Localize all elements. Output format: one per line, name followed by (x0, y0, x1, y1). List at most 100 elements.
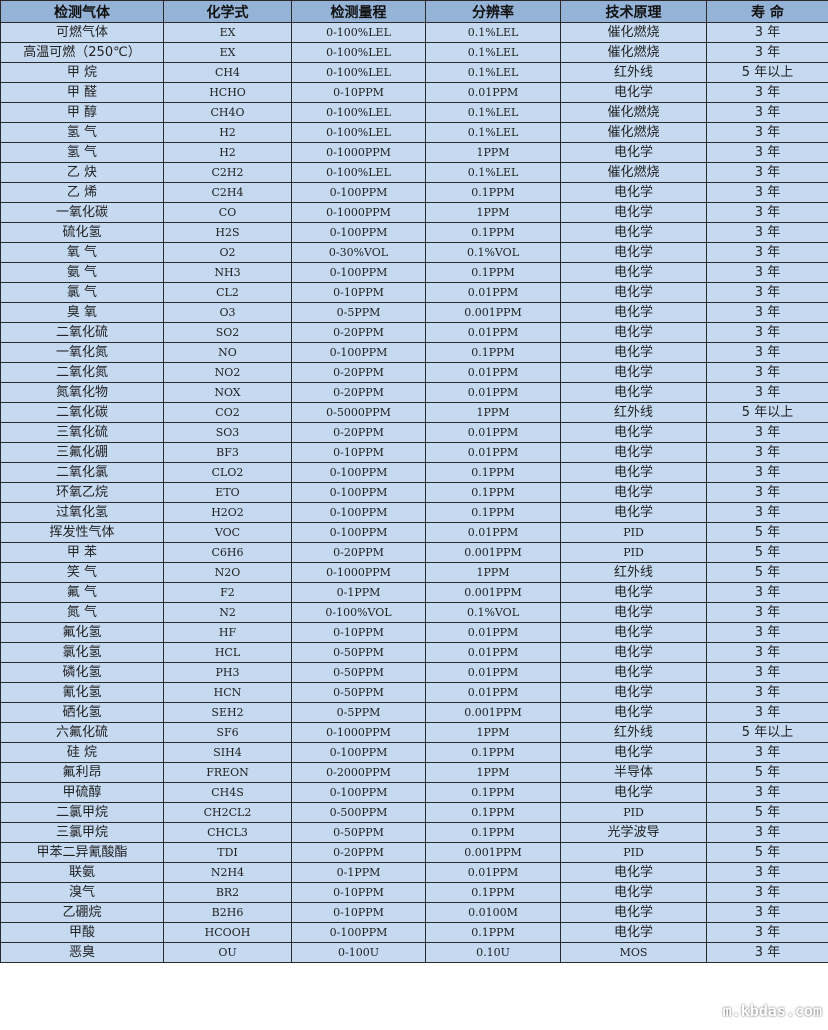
column-principle-cell: 催化燃烧 (560, 122, 707, 143)
column-principle-cell: 电化学 (560, 882, 707, 903)
column-formula-cell: CLO2 (163, 462, 292, 483)
column-gas-cell: 三氧化硫 (0, 422, 164, 443)
column-range-cell: 0-20PPM (291, 842, 426, 863)
column-lifetime-cell: 3 年 (706, 642, 828, 663)
column-formula-cell: SF6 (163, 722, 292, 743)
column-formula-cell: SEH2 (163, 702, 292, 723)
column-range-cell: 0-10PPM (291, 902, 426, 923)
column-resolution-cell: 0.1%LEL (425, 162, 561, 183)
column-range-cell: 0-100PPM (291, 222, 426, 243)
column-lifetime-cell: 3 年 (706, 122, 828, 143)
column-resolution-cell: 0.1PPM (425, 822, 561, 843)
column-range-cell: 0-1PPM (291, 862, 426, 883)
column-formula-cell: NO2 (163, 362, 292, 383)
column-lifetime-cell: 3 年 (706, 102, 828, 123)
column-formula-cell: CL2 (163, 282, 292, 303)
column-principle-cell: 电化学 (560, 322, 707, 343)
column-range-cell: 0-100%LEL (291, 102, 426, 123)
column-range-cell: 0-20PPM (291, 542, 426, 563)
column-resolution-cell: 0.10U (425, 942, 561, 963)
column-range-cell: 0-10PPM (291, 282, 426, 303)
column-lifetime-cell: 3 年 (706, 242, 828, 263)
column-resolution-header: 分辨率 (425, 0, 561, 23)
column-principle-cell: 电化学 (560, 862, 707, 883)
column-resolution-cell: 0.01PPM (425, 662, 561, 683)
column-formula-cell: ETO (163, 482, 292, 503)
column-lifetime-cell: 3 年 (706, 202, 828, 223)
column-principle-cell: 电化学 (560, 282, 707, 303)
table-row: 三氯甲烷 CHCL3 0-50PPM 0.1PPM 光学波导 3 年 (0, 822, 828, 843)
table-row: 过氧化氢 H2O2 0-100PPM 0.1PPM 电化学 3 年 (0, 502, 828, 523)
column-formula-cell: O2 (163, 242, 292, 263)
table-row: 硫化氢 H2S 0-100PPM 0.1PPM 电化学 3 年 (0, 222, 828, 243)
column-formula-cell: CHCL3 (163, 822, 292, 843)
column-range-cell: 0-100%LEL (291, 22, 426, 43)
column-formula-cell: TDI (163, 842, 292, 863)
column-lifetime-cell: 3 年 (706, 602, 828, 623)
column-resolution-cell: 0.01PPM (425, 622, 561, 643)
column-resolution-cell: 0.01PPM (425, 862, 561, 883)
column-formula-cell: NO (163, 342, 292, 363)
column-resolution-cell: 1PPM (425, 142, 561, 163)
column-gas-cell: 甲硫醇 (0, 782, 164, 803)
column-resolution-cell: 0.1PPM (425, 882, 561, 903)
column-range-cell: 0-1000PPM (291, 202, 426, 223)
column-gas-cell: 乙 烯 (0, 182, 164, 203)
column-gas-cell: 可燃气体 (0, 22, 164, 43)
table-row: 甲苯二异氰酸酯 TDI 0-20PPM 0.001PPM PID 5 年 (0, 842, 828, 863)
table-row: 氟利昂 FREON 0-2000PPM 1PPM 半导体 5 年 (0, 762, 828, 783)
table-row: 一氧化碳 CO 0-1000PPM 1PPM 电化学 3 年 (0, 202, 828, 223)
column-resolution-cell: 0.1%LEL (425, 122, 561, 143)
column-lifetime-cell: 5 年以上 (706, 402, 828, 423)
table-row: 高温可燃（250℃） EX 0-100%LEL 0.1%LEL 催化燃烧 3 年 (0, 42, 828, 63)
column-gas-cell: 二氯甲烷 (0, 802, 164, 823)
column-formula-cell: HCHO (163, 82, 292, 103)
gas-detection-table: 检测气体 化学式 检测量程 分辨率 技术原理寿 命 可燃气体 EX 0-100%LEL 0.1… (0, 0, 828, 963)
column-range-cell: 0-1PPM (291, 582, 426, 603)
column-formula-cell: N2O (163, 562, 292, 583)
column-lifetime-cell: 3 年 (706, 262, 828, 283)
column-gas-cell: 氮 气 (0, 602, 164, 623)
column-range-cell: 0-100PPM (291, 742, 426, 763)
column-range-cell: 0-10PPM (291, 882, 426, 903)
table-row: 乙 烯 C2H4 0-100PPM 0.1PPM 电化学 3 年 (0, 182, 828, 203)
column-gas-cell: 甲 苯 (0, 542, 164, 563)
column-principle-cell: 电化学 (560, 222, 707, 243)
column-gas-cell: 臭 氧 (0, 302, 164, 323)
column-gas-cell: 氯化氢 (0, 642, 164, 663)
column-lifetime-cell: 3 年 (706, 682, 828, 703)
column-principle-cell: 电化学 (560, 682, 707, 703)
column-principle-cell: 电化学 (560, 782, 707, 803)
column-principle-cell: 催化燃烧 (560, 22, 707, 43)
table-row: 氨 气 NH3 0-100PPM 0.1PPM 电化学 3 年 (0, 262, 828, 283)
column-resolution-cell: 0.1PPM (425, 502, 561, 523)
table-row: 挥发性气体 VOC 0-100PPM 0.01PPM PID 5 年 (0, 522, 828, 543)
column-formula-cell: HCOOH (163, 922, 292, 943)
column-gas-cell: 硫化氢 (0, 222, 164, 243)
column-resolution-cell: 0.1PPM (425, 182, 561, 203)
column-resolution-cell: 0.1%LEL (425, 22, 561, 43)
column-lifetime-cell: 3 年 (706, 342, 828, 363)
column-range-cell: 0-5PPM (291, 302, 426, 323)
column-principle-cell: 电化学 (560, 262, 707, 283)
column-principle-cell: 电化学 (560, 422, 707, 443)
column-lifetime-cell: 3 年 (706, 742, 828, 763)
column-principle-cell: 红外线 (560, 562, 707, 583)
column-principle-cell: 电化学 (560, 442, 707, 463)
column-formula-cell: SO2 (163, 322, 292, 343)
column-resolution-cell: 0.1PPM (425, 482, 561, 503)
column-range-cell: 0-5000PPM (291, 402, 426, 423)
table-row: 氯化氢 HCL 0-50PPM 0.01PPM 电化学 3 年 (0, 642, 828, 663)
column-resolution-cell: 0.1PPM (425, 782, 561, 803)
column-formula-cell: CH4S (163, 782, 292, 803)
column-range-cell: 0-20PPM (291, 362, 426, 383)
column-resolution-cell: 0.001PPM (425, 542, 561, 563)
column-range-cell: 0-2000PPM (291, 762, 426, 783)
table-row: 氯 气 CL2 0-10PPM 0.01PPM 电化学 3 年 (0, 282, 828, 303)
column-gas-cell: 甲酸 (0, 922, 164, 943)
column-lifetime-cell: 3 年 (706, 382, 828, 403)
table-header-row: 检测气体 化学式 检测量程 分辨率 技术原理寿 命 (0, 0, 828, 23)
column-lifetime-cell: 5 年 (706, 562, 828, 583)
column-range-header: 检测量程 (291, 0, 426, 23)
column-formula-cell: C6H6 (163, 542, 292, 563)
